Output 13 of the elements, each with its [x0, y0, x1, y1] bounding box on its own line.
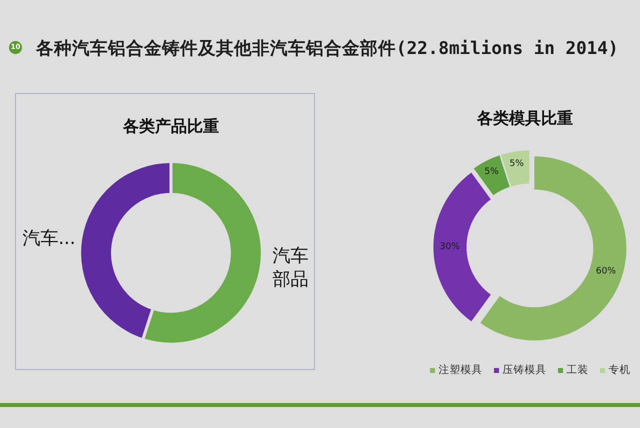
slice-label: 汽车部品 — [272, 245, 308, 290]
legend-label: 工装 — [566, 363, 588, 377]
text: 各种汽车铝合金铸件及其他非汽车铝合金部件(22.8milions in 2014) — [36, 38, 618, 60]
data-label: 5% — [484, 167, 500, 178]
data-label: 60% — [596, 266, 616, 277]
legend-label: 注塑模具 — [438, 363, 482, 377]
data-label: 30% — [440, 242, 460, 252]
chart-title: 各类产品比重 — [122, 116, 219, 136]
data-label: 5% — [509, 158, 524, 169]
slice-label: 汽车... — [22, 228, 76, 249]
legend-label: 压铸模具 — [502, 363, 546, 377]
legend-label: 专机 — [608, 363, 630, 377]
chart-title: 各类模具比重 — [476, 108, 573, 128]
